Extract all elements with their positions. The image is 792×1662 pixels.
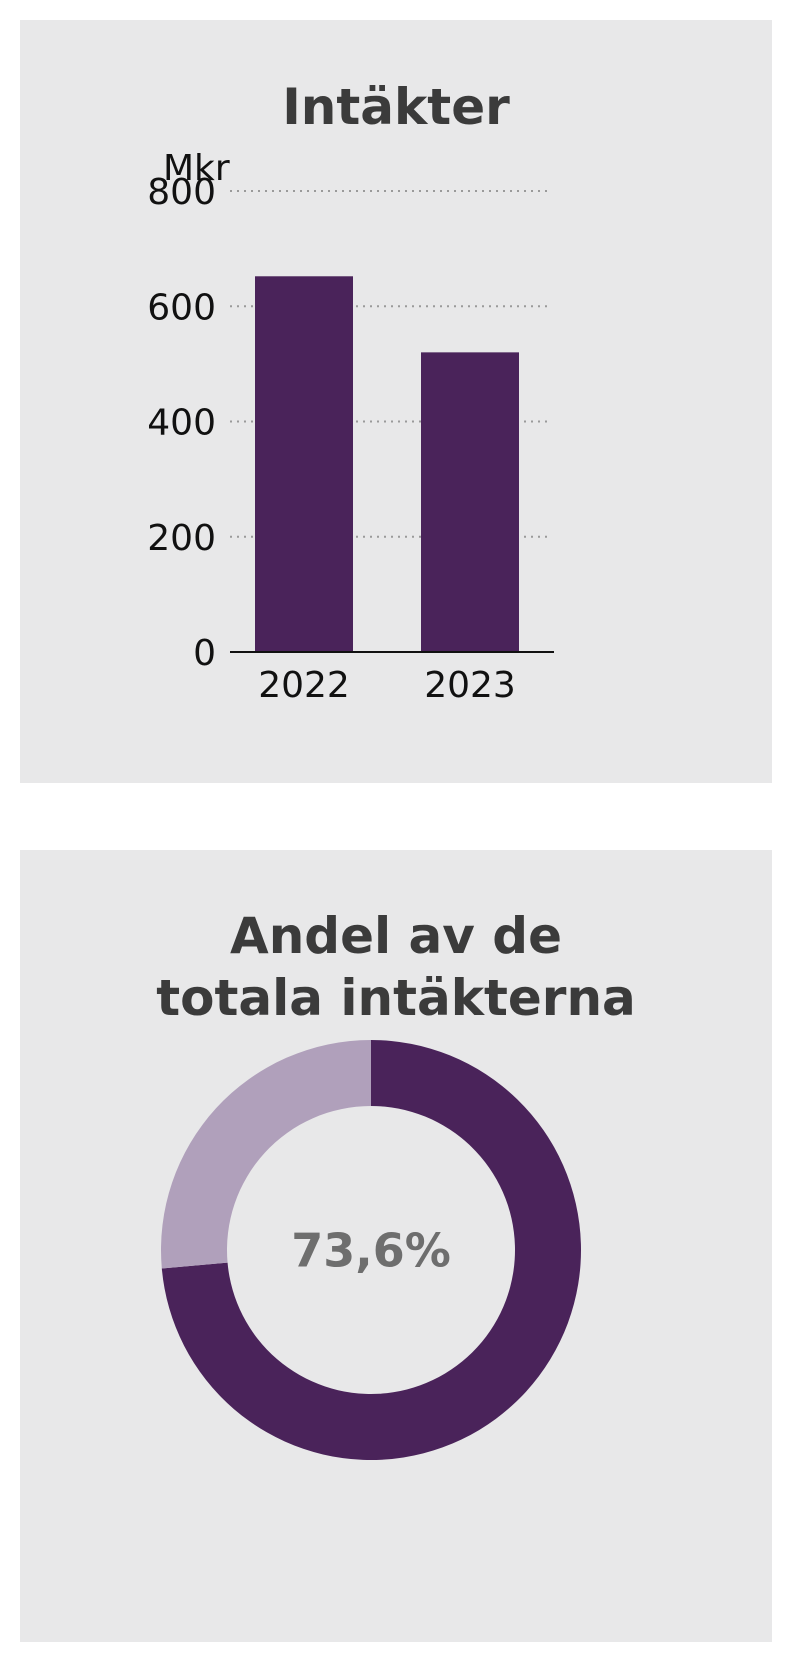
bar-chart: 0 200 400 600 800 2022 2023 Mkr (147, 148, 554, 706)
y-tick-label: 200 (147, 518, 216, 559)
bar-2023 (421, 352, 519, 652)
y-tick-label: 800 (147, 172, 216, 213)
revenue-chart-panel: Intäkter 0 200 400 600 800 2022 2023 Mkr (20, 20, 772, 783)
title-line-2: totala intäkterna (156, 969, 636, 1027)
y-tick-label: 0 (193, 633, 216, 674)
center-percentage: 73,6% (291, 1224, 451, 1278)
x-tick-label: 2023 (424, 665, 516, 706)
y-axis-unit: Mkr (163, 148, 230, 189)
chart-title: Andel av de totala intäkterna (20, 905, 772, 1029)
share-chart-panel: Andel av de totala intäkterna 73,6% (20, 850, 772, 1642)
y-tick-label: 600 (147, 287, 216, 328)
donut-slice-remainder (160, 1040, 371, 1269)
chart-title: Intäkter (282, 78, 510, 136)
donut-slice-share (161, 1040, 581, 1460)
bar-2022 (255, 276, 353, 652)
title-line-1: Andel av de (230, 907, 562, 965)
x-tick-label: 2022 (258, 665, 350, 706)
y-tick-label: 400 (147, 403, 216, 444)
donut-chart: 73,6% (160, 1040, 581, 1460)
